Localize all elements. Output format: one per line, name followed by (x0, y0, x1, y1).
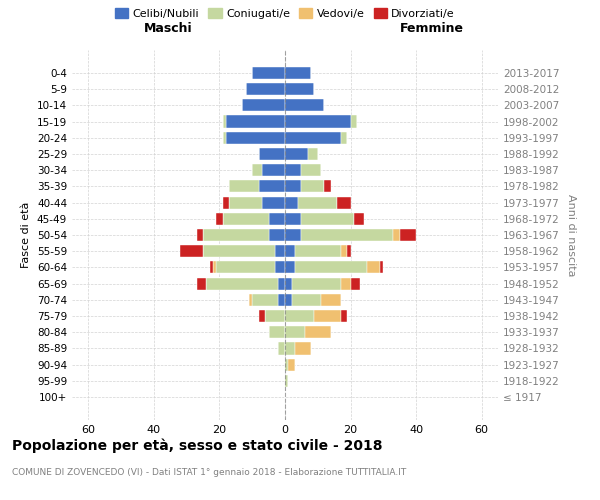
Bar (265, 310, 285, 322)
Bar (380, 262, 383, 274)
Bar (285, 262, 295, 274)
Bar (314, 310, 341, 322)
Bar (367, 262, 380, 274)
Bar (242, 99, 285, 112)
Bar (288, 358, 295, 371)
Bar (285, 180, 301, 192)
Bar (321, 294, 341, 306)
Bar (197, 278, 206, 289)
Y-axis label: Anni di nascita: Anni di nascita (566, 194, 576, 276)
Bar (301, 180, 325, 192)
Bar (285, 358, 288, 371)
Bar (223, 212, 269, 225)
Bar (259, 148, 285, 160)
Y-axis label: Fasce di età: Fasce di età (22, 202, 31, 268)
Bar (305, 326, 331, 338)
Bar (285, 212, 301, 225)
Bar (259, 180, 285, 192)
Bar (245, 83, 285, 95)
Bar (213, 262, 216, 274)
Bar (341, 245, 347, 258)
Bar (229, 180, 259, 192)
Bar (269, 229, 285, 241)
Bar (203, 245, 275, 258)
Text: Femmine: Femmine (400, 22, 464, 36)
Bar (292, 278, 341, 289)
Bar (285, 278, 292, 289)
Bar (295, 262, 367, 274)
Bar (393, 229, 400, 241)
Bar (298, 196, 337, 208)
Bar (285, 196, 298, 208)
Bar (341, 310, 347, 322)
Bar (400, 229, 416, 241)
Bar (275, 262, 285, 274)
Legend: Celibi/Nubili, Coniugati/e, Vedovi/e, Divorziati/e: Celibi/Nubili, Coniugati/e, Vedovi/e, Di… (110, 4, 460, 24)
Bar (285, 148, 308, 160)
Bar (252, 164, 262, 176)
Bar (295, 245, 341, 258)
Text: Maschi: Maschi (143, 22, 193, 36)
Bar (223, 132, 226, 144)
Bar (301, 229, 393, 241)
Bar (301, 212, 354, 225)
Bar (285, 326, 305, 338)
Bar (325, 180, 331, 192)
Text: Popolazione per età, sesso e stato civile - 2018: Popolazione per età, sesso e stato civil… (12, 438, 383, 453)
Bar (252, 294, 278, 306)
Bar (223, 196, 229, 208)
Bar (269, 326, 285, 338)
Bar (278, 342, 285, 354)
Bar (269, 212, 285, 225)
Bar (285, 164, 301, 176)
Bar (259, 310, 265, 322)
Bar (203, 229, 269, 241)
Bar (209, 262, 213, 274)
Bar (252, 67, 285, 79)
Bar (341, 132, 347, 144)
Bar (285, 375, 288, 387)
Bar (350, 116, 357, 128)
Bar (285, 83, 314, 95)
Bar (285, 342, 295, 354)
Bar (285, 67, 311, 79)
Bar (249, 294, 252, 306)
Bar (295, 342, 311, 354)
Bar (301, 164, 321, 176)
Bar (308, 148, 318, 160)
Bar (229, 196, 262, 208)
Bar (285, 310, 314, 322)
Bar (275, 245, 285, 258)
Text: COMUNE DI ZOVENCEDO (VI) - Dati ISTAT 1° gennaio 2018 - Elaborazione TUTTITALIA.: COMUNE DI ZOVENCEDO (VI) - Dati ISTAT 1°… (12, 468, 406, 477)
Bar (180, 245, 203, 258)
Bar (285, 99, 325, 112)
Bar (347, 245, 350, 258)
Bar (285, 294, 292, 306)
Bar (206, 278, 278, 289)
Bar (216, 262, 275, 274)
Bar (278, 278, 285, 289)
Bar (262, 196, 285, 208)
Bar (285, 245, 295, 258)
Bar (278, 294, 285, 306)
Bar (262, 164, 285, 176)
Bar (226, 132, 285, 144)
Bar (197, 229, 203, 241)
Bar (292, 294, 321, 306)
Bar (285, 132, 341, 144)
Bar (337, 196, 350, 208)
Bar (354, 212, 364, 225)
Bar (285, 229, 301, 241)
Bar (223, 116, 226, 128)
Bar (285, 116, 350, 128)
Bar (341, 278, 350, 289)
Bar (350, 278, 361, 289)
Bar (226, 116, 285, 128)
Bar (216, 212, 223, 225)
